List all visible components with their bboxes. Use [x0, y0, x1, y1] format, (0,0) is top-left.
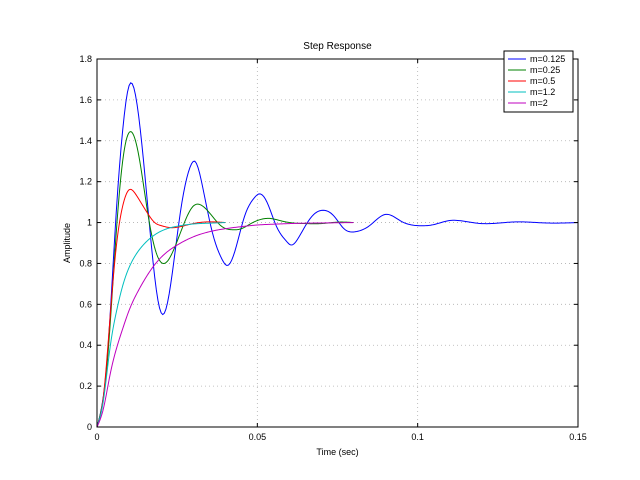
chart-title: Step Response: [303, 41, 372, 52]
plot-area: [97, 59, 578, 427]
y-tick-label: 1.4: [79, 136, 92, 146]
y-tick-label: 1.2: [79, 177, 92, 187]
y-tick-label: 0.6: [79, 299, 92, 309]
series-line: [96, 222, 226, 428]
y-tick-label: 0.2: [79, 381, 92, 391]
legend-label: m=0.5: [530, 76, 555, 86]
legend-label: m=1.2: [530, 87, 555, 97]
axis-ticks: 0 0.05 0.1 0.15 0 0.2 0.4 0.6 0.8 1 1.2 1.4 1.6 1.8: [79, 54, 586, 442]
y-tick-label: 1.6: [79, 95, 92, 105]
y-tick-label: 0: [87, 422, 92, 432]
x-tick-label: 0.15: [569, 432, 587, 442]
series-line: [96, 188, 226, 428]
legend-label: m=0.25: [530, 65, 560, 75]
legend-label: m=2: [530, 98, 548, 108]
y-tick-label: 0.8: [79, 258, 92, 268]
series-line: [96, 82, 579, 428]
plot-frame: [96, 58, 579, 428]
x-axis-label: Time (sec): [316, 447, 358, 457]
series-line: [96, 222, 354, 428]
y-axis-label: Amplitude: [62, 223, 72, 263]
series-lines: [96, 82, 579, 428]
y-tick-label: 1.8: [79, 54, 92, 64]
x-tick-label: 0.05: [249, 432, 267, 442]
x-tick-label: 0: [94, 432, 99, 442]
y-tick-label: 0.4: [79, 340, 92, 350]
y-tick-label: 1: [87, 218, 92, 228]
legend-label: m=0.125: [530, 54, 565, 64]
x-tick-label: 0.1: [411, 432, 424, 442]
